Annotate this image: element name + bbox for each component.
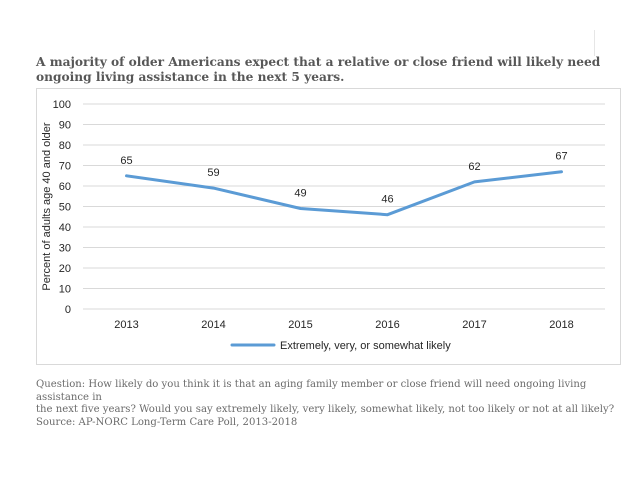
y-tick-label: 10 (59, 284, 71, 296)
page-title: A majority of older Americans expect tha… (36, 55, 601, 84)
decorative-divider (594, 30, 595, 56)
y-tick-label: 70 (59, 161, 71, 173)
x-tick-label: 2013 (114, 319, 138, 331)
data-label: 67 (555, 151, 567, 163)
data-label: 49 (294, 188, 306, 200)
x-tick-label: 2018 (549, 319, 573, 331)
y-tick-label: 30 (59, 243, 71, 255)
y-tick-label: 40 (59, 222, 71, 234)
data-label: 65 (120, 155, 132, 167)
question-text-line-2: the next five years? Would you say extre… (36, 404, 615, 416)
line-chart: 0 10 20 30 40 50 60 70 80 90 100 2013 2014 2015 2016 20… (41, 99, 605, 352)
x-tick-label: 2016 (375, 319, 399, 331)
y-tick-label: 100 (53, 99, 71, 111)
y-tick-label: 90 (59, 120, 71, 132)
chart-container: 0 10 20 30 40 50 60 70 80 90 100 2013 2014 2015 2016 20… (36, 88, 621, 365)
footnote: Question: How likely do you think it is … (36, 379, 626, 429)
y-tick-label: 0 (65, 304, 71, 316)
x-tick-label: 2014 (201, 319, 225, 331)
data-label: 46 (381, 194, 393, 206)
y-axis-title: Percent of adults age 40 and older (41, 122, 53, 291)
question-text-line-1: Question: How likely do you think it is … (36, 379, 590, 403)
source-text: Source: AP-NORC Long-Term Care Poll, 201… (36, 416, 298, 428)
x-tick-label: 2017 (462, 319, 486, 331)
data-label: 59 (207, 167, 219, 179)
legend-label: Extremely, very, or somewhat likely (280, 340, 451, 352)
y-tick-label: 60 (59, 181, 71, 193)
y-tick-label: 20 (59, 263, 71, 275)
x-tick-label: 2015 (288, 319, 312, 331)
data-label: 62 (468, 161, 480, 173)
series-line (125, 170, 563, 217)
y-tick-label: 80 (59, 140, 71, 152)
y-tick-label: 50 (59, 202, 71, 214)
